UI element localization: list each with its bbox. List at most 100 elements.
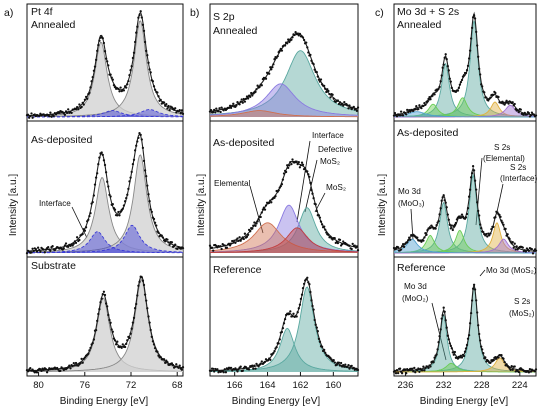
data-point — [306, 170, 309, 173]
data-point — [310, 299, 313, 302]
data-point — [98, 156, 101, 159]
data-point — [393, 111, 397, 115]
data-point — [415, 105, 418, 108]
data-point — [87, 218, 90, 221]
component-line-3 — [209, 222, 358, 253]
data-point — [222, 109, 225, 112]
data-point — [108, 193, 111, 197]
data-point — [489, 232, 492, 235]
data-point — [111, 78, 114, 81]
data-point — [336, 99, 340, 102]
data-point — [356, 368, 360, 372]
data-point — [475, 188, 478, 191]
data-point — [239, 365, 242, 368]
data-point — [478, 214, 481, 217]
data-point — [240, 98, 243, 101]
data-point — [25, 252, 29, 255]
component-fill-2 — [394, 20, 536, 118]
data-point — [317, 337, 321, 341]
data-point — [218, 107, 221, 110]
data-point — [502, 101, 505, 105]
data-point — [281, 178, 285, 181]
data-point — [278, 338, 281, 341]
component-fill-2 — [394, 174, 536, 253]
data-point — [443, 310, 446, 313]
data-point — [409, 110, 412, 113]
data-point — [494, 91, 497, 95]
data-point — [269, 358, 272, 361]
data-point — [49, 249, 52, 252]
data-point — [78, 238, 81, 242]
data-point — [530, 247, 534, 251]
data-point — [421, 369, 424, 372]
data-point — [161, 236, 165, 239]
ann-a-interface-pointer — [71, 206, 88, 239]
data-point — [468, 322, 472, 325]
data-point — [45, 371, 49, 374]
data-point — [236, 237, 239, 240]
data-point — [331, 93, 334, 96]
data-point — [399, 248, 403, 251]
data-point — [481, 85, 484, 88]
subplot-b-2 — [208, 120, 360, 258]
data-point — [133, 149, 137, 152]
data-point — [351, 242, 354, 246]
data-point — [446, 65, 449, 68]
data-point — [480, 83, 483, 86]
data-point — [118, 90, 121, 93]
data-point — [327, 89, 330, 93]
data-point — [174, 365, 177, 368]
data-point — [233, 239, 236, 242]
ann-a-interface: Interface — [39, 199, 71, 208]
data-point — [532, 113, 536, 116]
data-point — [261, 208, 265, 211]
data-point — [441, 66, 444, 69]
data-point — [348, 104, 351, 107]
data-point — [404, 368, 407, 371]
data-point — [247, 368, 251, 371]
data-point — [469, 176, 473, 179]
data-point — [289, 160, 292, 164]
data-point — [84, 226, 88, 229]
ann-c-s2s-mos2: S 2s — [514, 297, 530, 306]
data-point — [67, 366, 70, 369]
data-point — [142, 283, 146, 287]
data-point — [435, 224, 438, 227]
data-point — [442, 306, 445, 309]
data-point — [449, 344, 452, 348]
data-point — [477, 324, 480, 327]
data-point — [437, 219, 440, 223]
ann-c-moo2: (MoO₂) — [402, 294, 429, 303]
data-point — [181, 112, 185, 116]
data-point — [34, 247, 38, 251]
data-point — [178, 364, 181, 367]
data-point — [482, 230, 485, 234]
data-point — [523, 111, 526, 115]
data-point — [444, 201, 447, 204]
data-point — [30, 112, 33, 115]
data-point — [431, 94, 434, 97]
data-point — [89, 346, 92, 350]
data-point — [497, 95, 500, 99]
data-point — [122, 204, 126, 207]
data-point — [153, 88, 157, 91]
data-point — [460, 356, 464, 359]
data-point — [81, 232, 84, 236]
data-point — [513, 102, 516, 106]
data-point — [407, 239, 410, 242]
data-point — [302, 38, 306, 42]
data-point — [215, 107, 218, 110]
data-point — [445, 58, 448, 61]
data-point — [232, 102, 235, 105]
data-point — [64, 242, 68, 245]
data-point — [257, 365, 260, 368]
data-point — [495, 357, 498, 360]
data-point — [39, 368, 42, 371]
data-point — [471, 16, 475, 19]
data-point — [171, 363, 175, 367]
data-point — [525, 113, 529, 116]
component-fill-3 — [27, 231, 183, 253]
data-point — [98, 308, 101, 311]
data-point — [74, 241, 78, 245]
ann-b-defective: Defective — [318, 145, 353, 154]
